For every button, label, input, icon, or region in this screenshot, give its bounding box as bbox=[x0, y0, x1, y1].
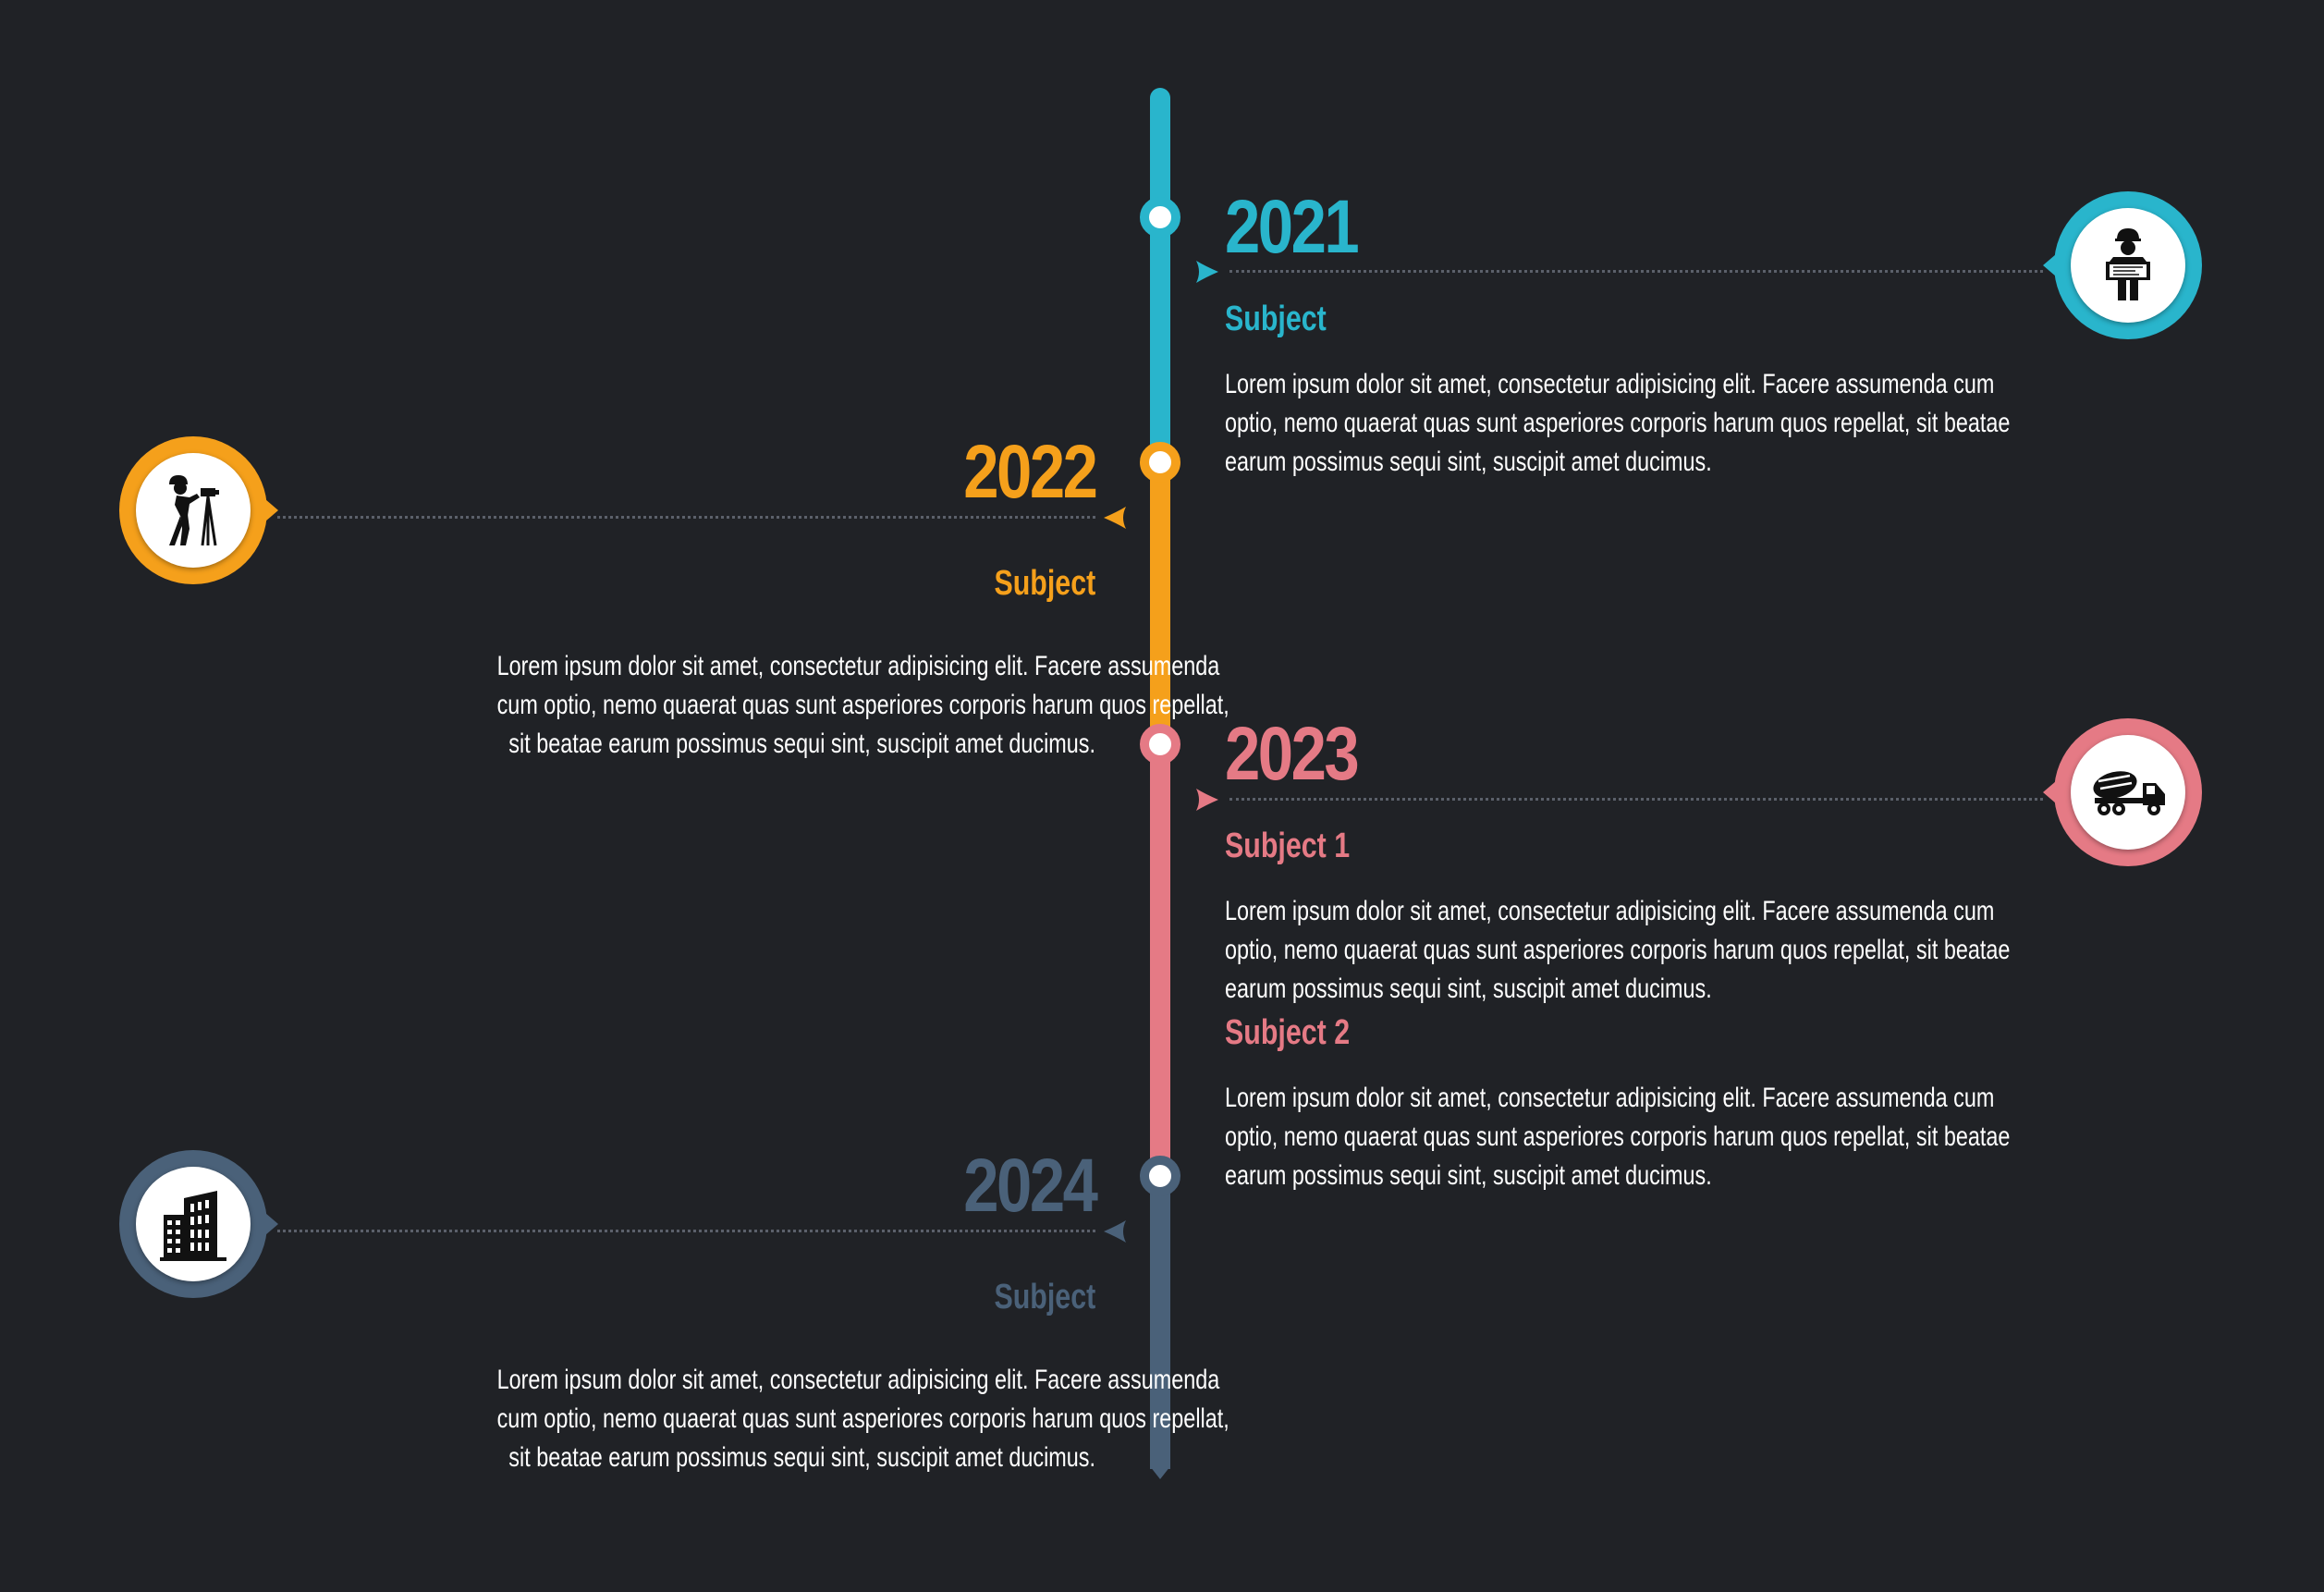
chevron-right-icon bbox=[1196, 789, 1218, 811]
timeline-node-2023 bbox=[1140, 724, 1180, 765]
text-line: earum possimus sequi sint, suscipit amet… bbox=[1225, 974, 1712, 1004]
timeline-spine-2024 bbox=[1150, 1176, 1170, 1469]
year-label-2023: 2023 bbox=[1225, 712, 1360, 796]
timeline-spine-end-arrow bbox=[1150, 1466, 1170, 1479]
connector-2022 bbox=[277, 516, 1095, 519]
icon-badge-2022 bbox=[119, 436, 278, 584]
text-line: Lorem ipsum dolor sit amet, consectetur … bbox=[496, 651, 1220, 681]
text-line: earum possimus sequi sint, suscipit amet… bbox=[1225, 447, 1712, 477]
subject-title-2021-1: Subject bbox=[1225, 300, 1327, 338]
subject-title-2024-1: Subject bbox=[994, 1278, 1095, 1316]
text-line: sit beatae earum possimus sequi sint, su… bbox=[508, 1442, 1095, 1473]
icon-badge-2021 bbox=[2043, 191, 2202, 339]
chevron-left-icon bbox=[1104, 507, 1126, 529]
surveyor-icon bbox=[169, 475, 219, 546]
engineer-with-blueprint-icon bbox=[2106, 228, 2150, 300]
subject-text-2022-1: Lorem ipsum dolor sit amet, consectetur … bbox=[328, 647, 1229, 764]
text-line: Lorem ipsum dolor sit amet, consectetur … bbox=[496, 1365, 1220, 1395]
year-label-2021: 2021 bbox=[1225, 185, 1360, 269]
connector-2024 bbox=[277, 1230, 1095, 1232]
badge-pointer bbox=[265, 1213, 278, 1235]
connector-2023 bbox=[1229, 798, 2043, 801]
timeline-spine-2021 bbox=[1150, 88, 1170, 467]
icon-badge-2024 bbox=[119, 1150, 278, 1298]
timeline-spine-2023 bbox=[1150, 744, 1170, 1179]
concrete-mixer-truck-icon bbox=[2093, 771, 2165, 815]
subject-text-2021-1: Lorem ipsum dolor sit amet, consectetur … bbox=[1225, 365, 2011, 482]
text-line: earum possimus sequi sint, suscipit amet… bbox=[1225, 1160, 1712, 1191]
subject-text-2024-1: Lorem ipsum dolor sit amet, consectetur … bbox=[328, 1361, 1229, 1477]
office-buildings-icon bbox=[160, 1191, 226, 1261]
text-line: cum optio, nemo quaerat quas sunt asperi… bbox=[496, 1403, 1229, 1434]
subject-title-2022-1: Subject bbox=[994, 564, 1095, 603]
badge-pointer bbox=[2043, 254, 2056, 276]
text-line: optio, nemo quaerat quas sunt asperiores… bbox=[1225, 935, 2011, 965]
text-line: optio, nemo quaerat quas sunt asperiores… bbox=[1225, 1121, 2011, 1152]
text-line: sit beatae earum possimus sequi sint, su… bbox=[508, 729, 1095, 759]
timeline-spine-2022 bbox=[1150, 462, 1170, 744]
text-line: cum optio, nemo quaerat quas sunt asperi… bbox=[496, 690, 1229, 720]
badge-pointer bbox=[2043, 781, 2056, 803]
timeline-node-2024 bbox=[1140, 1156, 1180, 1196]
connector-2021 bbox=[1229, 270, 2043, 273]
subject-text-2023-2: Lorem ipsum dolor sit amet, consectetur … bbox=[1225, 1079, 2011, 1195]
year-label-2022: 2022 bbox=[962, 430, 1098, 514]
chevron-right-icon bbox=[1196, 261, 1218, 283]
text-line: Lorem ipsum dolor sit amet, consectetur … bbox=[1225, 896, 1995, 926]
text-line: Lorem ipsum dolor sit amet, consectetur … bbox=[1225, 1083, 1995, 1113]
badge-pointer bbox=[265, 499, 278, 521]
timeline-node-2022 bbox=[1140, 442, 1180, 483]
subject-text-2023-1: Lorem ipsum dolor sit amet, consectetur … bbox=[1225, 892, 2011, 1009]
timeline-node-2021 bbox=[1140, 197, 1180, 238]
subject-title-2023-2: Subject 2 bbox=[1225, 1013, 1351, 1052]
text-line: optio, nemo quaerat quas sunt asperiores… bbox=[1225, 408, 2011, 438]
chevron-left-icon bbox=[1104, 1220, 1126, 1243]
year-label-2024: 2024 bbox=[962, 1144, 1098, 1228]
icon-badge-2023 bbox=[2043, 718, 2202, 866]
text-line: Lorem ipsum dolor sit amet, consectetur … bbox=[1225, 369, 1995, 399]
subject-title-2023-1: Subject 1 bbox=[1225, 827, 1351, 865]
